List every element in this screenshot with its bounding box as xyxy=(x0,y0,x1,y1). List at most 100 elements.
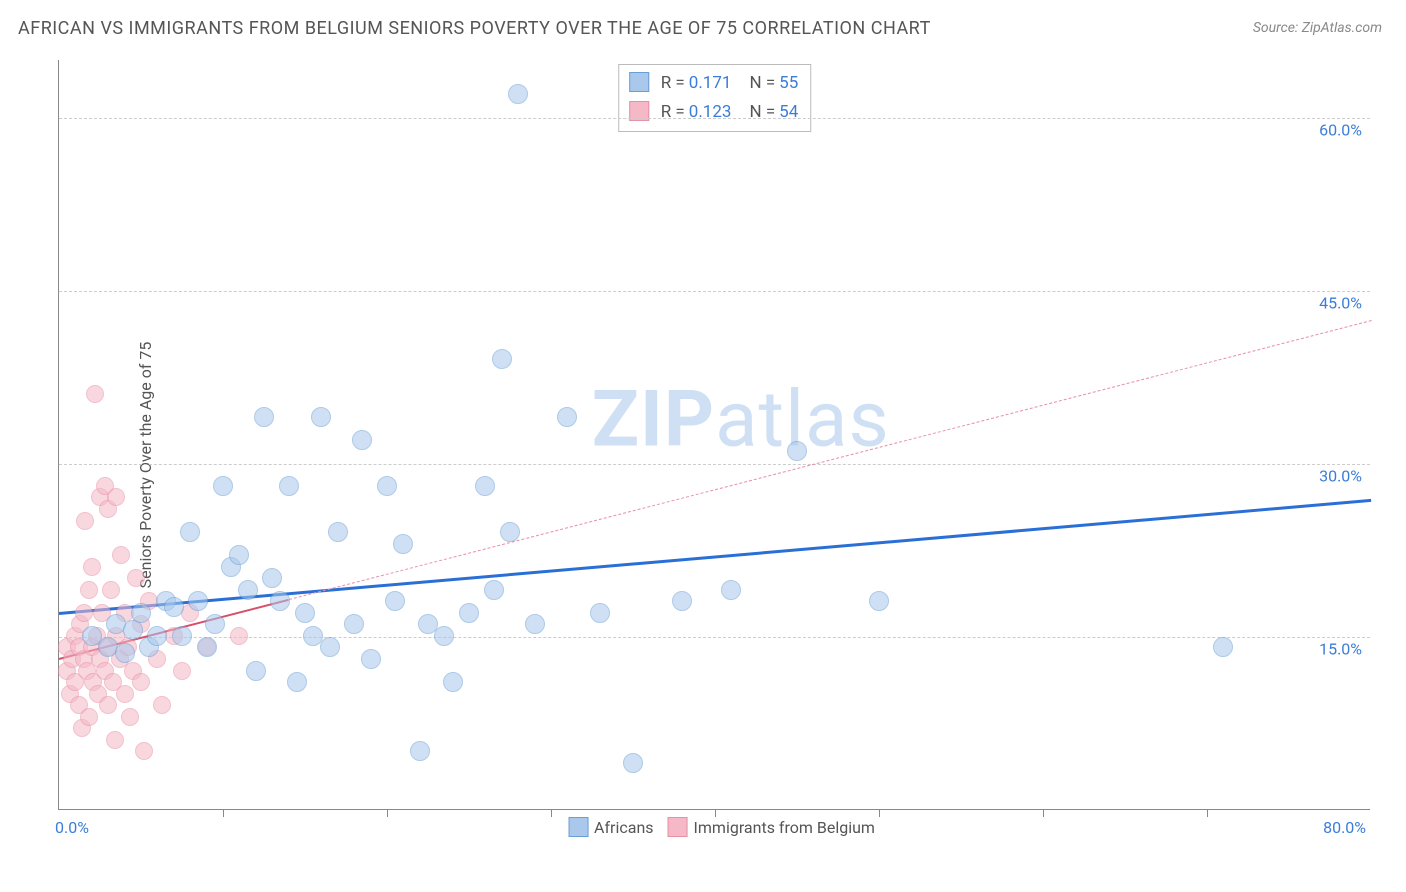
data-point xyxy=(197,637,217,657)
data-point xyxy=(246,661,266,681)
data-point xyxy=(328,522,348,542)
data-point xyxy=(230,627,248,645)
data-point xyxy=(623,753,643,773)
data-point xyxy=(172,626,192,646)
data-point xyxy=(116,685,134,703)
data-point xyxy=(557,407,577,427)
data-point xyxy=(311,407,331,427)
y-tick-label: 15.0% xyxy=(1319,639,1362,658)
data-point xyxy=(112,546,130,564)
data-point xyxy=(459,603,479,623)
x-tick xyxy=(551,809,552,817)
x-tick xyxy=(223,809,224,817)
data-point xyxy=(721,580,741,600)
data-point xyxy=(188,591,208,611)
y-tick-label: 60.0% xyxy=(1319,120,1362,139)
data-point xyxy=(672,591,692,611)
data-point xyxy=(106,731,124,749)
x-axis-max-label: 80.0% xyxy=(1323,818,1366,837)
legend-label: Immigrants from Belgium xyxy=(694,818,875,837)
data-point xyxy=(320,637,340,657)
data-point xyxy=(205,614,225,634)
legend-swatch xyxy=(568,817,588,837)
x-tick xyxy=(715,809,716,817)
data-point xyxy=(484,580,504,600)
grid-line xyxy=(59,637,1370,638)
x-tick xyxy=(879,809,880,817)
n-label: N = xyxy=(749,73,775,93)
r-label: R = xyxy=(661,102,685,122)
data-point xyxy=(180,522,200,542)
data-point xyxy=(132,673,150,691)
data-point xyxy=(173,662,191,680)
data-point xyxy=(99,696,117,714)
data-point xyxy=(525,614,545,634)
chart-area: Seniors Poverty Over the Age of 75 ZIPat… xyxy=(50,60,1390,870)
data-point xyxy=(153,696,171,714)
trend-line xyxy=(288,320,1371,600)
grid-line xyxy=(59,464,1370,465)
data-point xyxy=(295,603,315,623)
data-point xyxy=(80,581,98,599)
data-point xyxy=(787,441,807,461)
correlation-stats-box: R =0.171N =55R =0.123N =54 xyxy=(618,64,812,132)
data-point xyxy=(393,534,413,554)
data-point xyxy=(385,591,405,611)
grid-line xyxy=(59,118,1370,119)
data-point xyxy=(869,591,889,611)
x-axis-origin-label: 0.0% xyxy=(55,818,89,837)
plot-region: ZIPatlas R =0.171N =55R =0.123N =54 0.0%… xyxy=(58,60,1370,810)
data-point xyxy=(102,581,120,599)
data-point xyxy=(121,708,139,726)
data-point xyxy=(75,604,93,622)
data-point xyxy=(127,569,145,587)
data-point xyxy=(1213,637,1233,657)
data-point xyxy=(262,568,282,588)
trend-line xyxy=(59,498,1371,614)
x-tick xyxy=(387,809,388,817)
data-point xyxy=(361,649,381,669)
legend-label: Africans xyxy=(594,818,653,837)
data-point xyxy=(590,603,610,623)
y-tick-label: 30.0% xyxy=(1319,466,1362,485)
data-point xyxy=(475,476,495,496)
stat-row: R =0.123N =54 xyxy=(629,98,799,127)
data-point xyxy=(492,349,512,369)
grid-line xyxy=(59,291,1370,292)
series-legend: Africans Immigrants from Belgium xyxy=(554,817,875,837)
data-point xyxy=(229,545,249,565)
data-point xyxy=(107,488,125,506)
data-point xyxy=(238,580,258,600)
data-point xyxy=(254,407,274,427)
n-value: 54 xyxy=(779,102,798,122)
data-point xyxy=(86,385,104,403)
data-point xyxy=(279,476,299,496)
legend-swatch xyxy=(668,817,688,837)
x-tick xyxy=(1207,809,1208,817)
x-tick xyxy=(1043,809,1044,817)
data-point xyxy=(164,597,184,617)
r-value: 0.171 xyxy=(689,73,732,93)
data-point xyxy=(80,708,98,726)
data-point xyxy=(115,643,135,663)
data-point xyxy=(147,626,167,646)
data-point xyxy=(377,476,397,496)
data-point xyxy=(410,741,430,761)
data-point xyxy=(131,603,151,623)
data-point xyxy=(434,626,454,646)
data-point xyxy=(352,430,372,450)
legend-swatch xyxy=(629,72,649,92)
data-point xyxy=(213,476,233,496)
data-point xyxy=(123,620,143,640)
data-point xyxy=(287,672,307,692)
data-point xyxy=(270,591,290,611)
r-value: 0.123 xyxy=(689,102,732,122)
source-attribution: Source: ZipAtlas.com xyxy=(1253,20,1382,36)
watermark: ZIPatlas xyxy=(592,374,890,465)
data-point xyxy=(76,512,94,530)
data-point xyxy=(500,522,520,542)
r-label: R = xyxy=(661,73,685,93)
data-point xyxy=(344,614,364,634)
chart-title: AFRICAN VS IMMIGRANTS FROM BELGIUM SENIO… xyxy=(18,18,931,39)
y-tick-label: 45.0% xyxy=(1319,293,1362,312)
